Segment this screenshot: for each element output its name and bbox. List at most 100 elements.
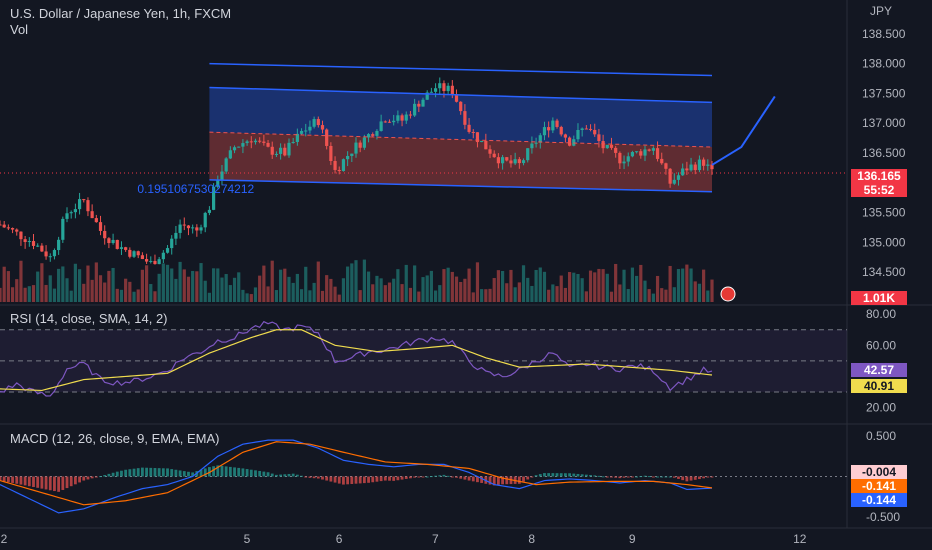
volume-bar xyxy=(630,267,635,302)
macd-histogram-bar xyxy=(568,473,571,477)
volume-bar xyxy=(601,269,605,302)
volume-bar xyxy=(588,270,593,302)
macd-histogram-bar xyxy=(413,476,417,478)
candle-body xyxy=(224,158,228,172)
macd-histogram-bar xyxy=(455,476,458,478)
volume-bar xyxy=(639,264,643,302)
macd-histogram-bar xyxy=(191,472,195,477)
macd-histogram-bar xyxy=(450,476,454,478)
macd-histogram-bar xyxy=(702,476,706,479)
channel-lines: 0.1951067530274212 xyxy=(0,62,847,302)
macd-signal-line xyxy=(0,441,713,506)
candle-body xyxy=(417,103,421,107)
macd-histogram-bar xyxy=(132,468,136,477)
macd-histogram-bar xyxy=(706,476,710,478)
volume-bar xyxy=(660,288,664,302)
macd-histogram-bar xyxy=(111,472,115,477)
volume-bar xyxy=(270,260,274,302)
volume-bar xyxy=(61,266,65,302)
macd-histogram-bar xyxy=(576,473,580,477)
macd-histogram-bar xyxy=(329,476,333,482)
volume-bar xyxy=(140,269,144,302)
candle-body xyxy=(6,227,10,229)
rsi-sma-badge: 40.91 xyxy=(851,379,907,393)
candle-body xyxy=(40,245,44,252)
candle-body xyxy=(450,85,454,94)
macd-histogram-bar xyxy=(417,476,421,478)
volume-bar xyxy=(354,260,358,302)
volume-bar xyxy=(626,289,630,302)
macd-histogram-bar xyxy=(94,476,98,478)
volume-bar xyxy=(454,276,459,302)
candle-body xyxy=(475,132,480,143)
macd-histogram-bar xyxy=(631,476,634,478)
macd-histogram-bar xyxy=(635,476,639,478)
current-price-value: 136.165 xyxy=(857,169,901,183)
candle-body xyxy=(392,120,396,123)
projection-path xyxy=(711,95,776,166)
volume-bar xyxy=(450,271,454,302)
candle-body xyxy=(312,119,316,127)
volume-bar xyxy=(304,266,308,302)
candle-body xyxy=(425,92,429,100)
volume-bar xyxy=(362,259,366,302)
price-tick-label: 135.500 xyxy=(862,206,906,220)
symbol-title[interactable]: U.S. Dollar / Japanese Yen, 1h, FXCM xyxy=(10,6,232,21)
macd-legend[interactable]: MACD (12, 26, close, 9, EMA, EMA) xyxy=(10,431,220,446)
macd-histogram-bar xyxy=(672,476,676,478)
volume-bar xyxy=(287,276,291,302)
candle-countdown: 55:52 xyxy=(863,183,895,197)
volume-bar xyxy=(467,268,471,302)
volume-bar xyxy=(52,288,57,302)
macd-histogram-bar xyxy=(2,476,6,482)
volume-bar xyxy=(475,262,480,302)
volume-bar xyxy=(186,276,191,302)
macd-histogram-bar xyxy=(622,476,626,478)
volume-bar xyxy=(19,260,23,302)
volume-bar xyxy=(258,275,262,302)
candle-body xyxy=(702,159,706,166)
macd-histogram-bar xyxy=(677,476,680,479)
volume-bar xyxy=(10,287,15,302)
macd-histogram-bar xyxy=(559,473,563,477)
macd-histogram-bar xyxy=(375,476,379,482)
volume-bar xyxy=(568,272,572,302)
volume-bar xyxy=(408,287,413,302)
candle-body xyxy=(597,134,601,142)
macd-histogram-bar xyxy=(409,476,412,479)
candle-body xyxy=(249,141,253,143)
volume-legend[interactable]: Vol xyxy=(10,22,29,37)
macd-histogram-bar xyxy=(73,476,77,485)
macd-histogram-bar xyxy=(388,476,391,481)
macd-histogram-bar xyxy=(404,476,408,479)
macd-histogram-bar xyxy=(610,476,613,478)
macd-histogram-bar xyxy=(693,476,697,480)
macd-histogram-bar xyxy=(27,476,31,487)
channel-line-lower xyxy=(209,179,713,193)
macd-histogram-bar xyxy=(258,470,262,477)
volume-bar xyxy=(111,267,115,302)
volume-bar xyxy=(119,289,124,302)
macd-histogram-bar xyxy=(266,472,270,477)
candle-body xyxy=(488,149,492,154)
candle-body xyxy=(2,224,6,228)
rsi-legend[interactable]: RSI (14, close, SMA, 14, 2) xyxy=(10,311,168,326)
rsi-tick-label: 20.00 xyxy=(866,401,896,415)
macd-histogram-bar xyxy=(681,476,685,481)
macd-histogram-bar xyxy=(287,473,291,477)
candle-body xyxy=(421,99,425,107)
current-price-badge: 136.165 55:52 xyxy=(851,169,907,197)
volume-bar xyxy=(132,291,136,302)
candle-body xyxy=(509,160,513,164)
volume-bar xyxy=(425,275,429,302)
volume-bar xyxy=(521,265,526,302)
macd-histogram-bar xyxy=(90,476,94,479)
volume-bar xyxy=(346,266,350,302)
macd-histogram-bar xyxy=(698,476,701,480)
macd-histogram-bar xyxy=(656,476,659,478)
volume-bar xyxy=(237,272,241,302)
macd-histogram-bar xyxy=(182,471,186,477)
volume-bar xyxy=(593,272,597,302)
macd-histogram-bar xyxy=(597,475,601,477)
